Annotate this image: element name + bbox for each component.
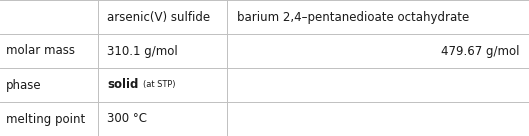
Text: 310.1 g/mol: 310.1 g/mol: [107, 44, 178, 58]
Text: arsenic(V) sulfide: arsenic(V) sulfide: [107, 10, 211, 24]
Text: phase: phase: [6, 78, 42, 92]
Text: molar mass: molar mass: [6, 44, 75, 58]
Text: melting point: melting point: [6, 112, 86, 126]
Text: 479.67 g/mol: 479.67 g/mol: [441, 44, 519, 58]
Text: solid: solid: [107, 78, 139, 92]
Text: barium 2,4–pentanedioate octahydrate: barium 2,4–pentanedioate octahydrate: [237, 10, 469, 24]
Text: 300 °C: 300 °C: [107, 112, 148, 126]
Text: (at STP): (at STP): [143, 81, 176, 89]
